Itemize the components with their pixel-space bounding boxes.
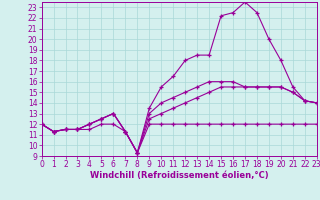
X-axis label: Windchill (Refroidissement éolien,°C): Windchill (Refroidissement éolien,°C) [90, 171, 268, 180]
